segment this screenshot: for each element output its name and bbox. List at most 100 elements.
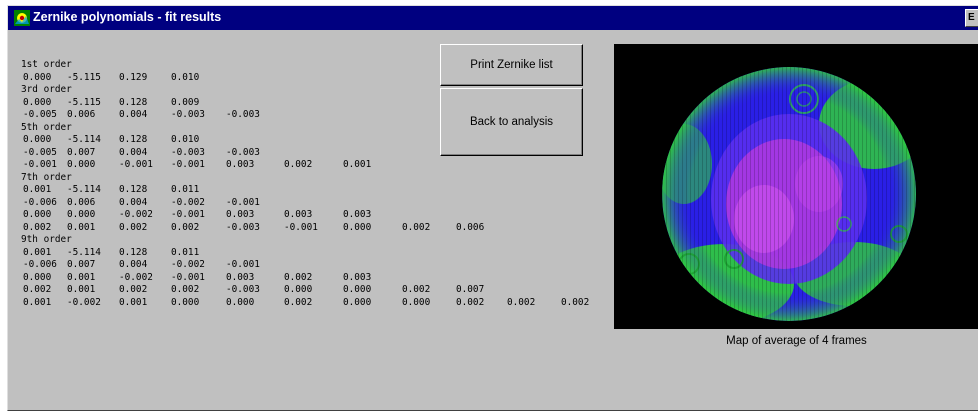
- coefficient-value: 0.003: [226, 209, 255, 220]
- coefficient-value: -0.003: [226, 146, 260, 158]
- close-icon[interactable]: E: [965, 9, 978, 27]
- coefficient-value: 0.000: [226, 296, 255, 308]
- coefficient-value: 0.004: [119, 146, 148, 158]
- coefficient-value: 0.011: [171, 246, 200, 258]
- print-zernike-list-button[interactable]: Print Zernike list: [440, 44, 583, 86]
- coefficient-value: 0.002: [561, 296, 590, 308]
- wavefront-map: [614, 44, 978, 329]
- coefficient-value: 0.006: [67, 196, 96, 208]
- coefficient-value: -0.002: [171, 259, 205, 270]
- coefficient-value: 0.002: [284, 159, 313, 170]
- coefficient-value: 0.002: [119, 221, 148, 233]
- coefficient-value: 0.000: [343, 296, 372, 308]
- coefficient-value: 0.002: [284, 296, 313, 308]
- print-button-label: Print Zernike list: [470, 59, 553, 71]
- app-icon: [14, 10, 30, 26]
- coefficient-value: 0.001: [67, 284, 96, 295]
- coefficient-value: -0.003: [171, 109, 205, 120]
- coefficient-value: -0.002: [67, 296, 101, 308]
- coefficient-value: 0.002: [402, 221, 431, 233]
- coefficient-value: 0.001: [119, 296, 148, 308]
- coefficient-value: 0.000: [23, 71, 52, 83]
- coefficient-value: 0.128: [119, 134, 148, 145]
- coefficient-value: 0.003: [226, 159, 255, 170]
- coefficient-value: 0.002: [507, 296, 536, 308]
- coefficient-value: 0.011: [171, 184, 200, 195]
- coefficient-value: 0.003: [226, 271, 255, 283]
- coefficient-value: -0.005: [23, 109, 57, 120]
- coefficient-value: -0.001: [171, 209, 205, 220]
- coefficient-value: 0.002: [171, 221, 200, 233]
- coefficient-value: 0.000: [23, 134, 52, 145]
- coefficient-value: 0.000: [67, 159, 96, 170]
- coefficient-value: 0.001: [67, 271, 96, 283]
- coefficient-value: 0.009: [171, 96, 200, 108]
- coefficient-value: 0.002: [284, 271, 313, 283]
- coefficient-value: 0.001: [343, 159, 372, 170]
- app-window: Zernike polynomials - fit results E 1st …: [7, 5, 978, 411]
- order-heading: 7th order: [21, 171, 72, 183]
- coefficient-value: -0.003: [226, 109, 260, 120]
- coefficient-value: 0.004: [119, 196, 148, 208]
- coefficient-value: 0.003: [284, 209, 313, 220]
- order-heading: 3rd order: [21, 84, 72, 95]
- coefficient-value: 0.000: [343, 284, 372, 295]
- coefficient-value: -0.001: [119, 159, 153, 170]
- coefficient-value: 0.129: [119, 71, 148, 83]
- window-title: Zernike polynomials - fit results: [33, 10, 222, 24]
- coefficient-value: 0.128: [119, 246, 148, 258]
- coefficient-value: -0.006: [23, 196, 57, 208]
- coefficient-value: 0.006: [67, 109, 96, 120]
- coefficient-value: -0.001: [226, 196, 260, 208]
- order-heading: 9th order: [21, 234, 72, 245]
- coefficient-value: -5.114: [67, 184, 101, 195]
- coefficient-value: 0.007: [456, 284, 485, 295]
- coefficient-value: 0.000: [23, 209, 52, 220]
- coefficient-value: 0.003: [343, 209, 372, 220]
- coefficient-value: -0.006: [23, 259, 57, 270]
- coefficient-value: -0.001: [171, 271, 205, 283]
- coefficient-value: 0.002: [23, 221, 52, 233]
- coefficient-value: 0.001: [67, 221, 96, 233]
- back-to-analysis-button[interactable]: Back to analysis: [440, 88, 583, 156]
- coefficient-value: 0.007: [67, 146, 96, 158]
- coefficient-value: 0.006: [456, 221, 485, 233]
- coefficient-value: -0.001: [23, 159, 57, 170]
- coefficient-value: -0.003: [171, 146, 205, 158]
- order-heading: 1st order: [21, 59, 72, 70]
- coefficient-value: 0.002: [456, 296, 485, 308]
- coefficient-value: -0.001: [226, 259, 260, 270]
- coefficient-value: -0.002: [119, 271, 153, 283]
- wavefront-map-image: [662, 67, 916, 321]
- title-bar[interactable]: Zernike polynomials - fit results E: [8, 6, 978, 30]
- coefficient-value: 0.001: [23, 296, 52, 308]
- back-button-label: Back to analysis: [469, 116, 554, 128]
- coefficient-value: 0.001: [23, 246, 52, 258]
- coefficient-value: 0.010: [171, 71, 200, 83]
- map-caption: Map of average of 4 frames: [726, 335, 867, 347]
- coefficient-value: 0.004: [119, 109, 148, 120]
- coefficient-value: 0.000: [402, 296, 431, 308]
- coefficient-value: 0.000: [67, 209, 96, 220]
- coefficient-value: -5.114: [67, 246, 101, 258]
- coefficient-value: -0.002: [171, 196, 205, 208]
- coefficient-value: -0.002: [119, 209, 153, 220]
- coefficient-value: 0.002: [171, 284, 200, 295]
- coefficient-value: -0.001: [171, 159, 205, 170]
- coefficient-value: -5.115: [67, 71, 101, 83]
- coefficient-value: -0.003: [226, 221, 260, 233]
- coefficient-value: 0.000: [284, 284, 313, 295]
- coefficient-value: 0.000: [343, 221, 372, 233]
- coefficient-value: 0.002: [119, 284, 148, 295]
- coefficient-value: -5.115: [67, 96, 101, 108]
- coefficient-value: 0.002: [23, 284, 52, 295]
- coefficient-value: 0.010: [171, 134, 200, 145]
- coefficient-value: 0.128: [119, 184, 148, 195]
- coefficient-value: -5.114: [67, 134, 101, 145]
- coefficient-value: 0.128: [119, 96, 148, 108]
- coefficient-value: 0.002: [402, 284, 431, 295]
- coefficient-value: -0.003: [226, 284, 260, 295]
- coefficient-value: 0.000: [23, 96, 52, 108]
- order-heading: 5th order: [21, 121, 72, 133]
- coefficient-value: 0.001: [23, 184, 52, 195]
